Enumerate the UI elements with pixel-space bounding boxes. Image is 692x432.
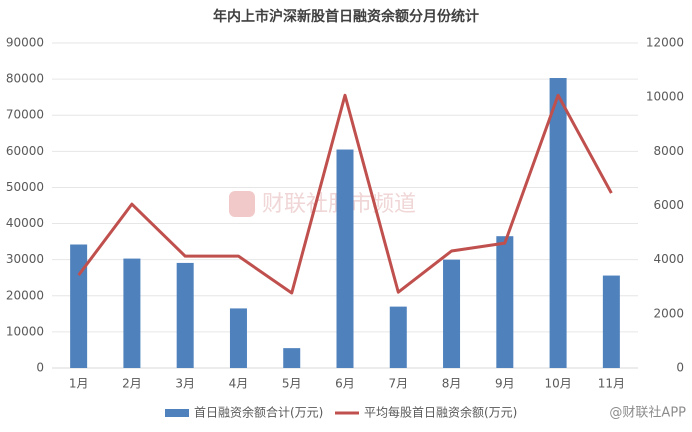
bar [70, 244, 88, 368]
y2-tick-label: 8000 [653, 144, 684, 158]
y-tick-label: 40000 [6, 216, 44, 230]
y-tick-label: 0 [36, 361, 44, 375]
y2-tick-label: 10000 [646, 90, 684, 104]
x-tick-label: 9月 [495, 377, 515, 391]
x-tick-label: 5月 [282, 377, 302, 391]
y-tick-label: 90000 [6, 36, 44, 50]
bar [283, 348, 301, 368]
legend-label: 平均每股首日融资余额(万元) [364, 405, 517, 420]
x-tick-label: 10月 [544, 377, 571, 391]
line [77, 93, 613, 295]
source: @财联社APP [609, 405, 686, 421]
y-tick-label: 50000 [6, 180, 44, 194]
y2-tick-label: 12000 [646, 36, 684, 50]
y2-tick-label: 6000 [653, 198, 684, 212]
x-tick-label: 4月 [229, 377, 249, 391]
bar [389, 306, 407, 368]
y2-tick-label: 0 [676, 361, 684, 375]
bar [443, 259, 461, 368]
x-tick-label: 11月 [598, 377, 625, 391]
x-tick-label: 7月 [388, 377, 408, 391]
bar [176, 262, 194, 368]
x-tick-label: 3月 [175, 377, 195, 391]
y2-tick-label: 4000 [653, 252, 684, 266]
bar [123, 258, 141, 368]
y2-tick-label: 2000 [653, 306, 684, 320]
legend-label: 首日融资余额合计(万元) [194, 405, 323, 420]
bar [336, 149, 354, 368]
bar [229, 308, 247, 368]
y-tick-label: 70000 [6, 108, 44, 122]
y-tick-label: 80000 [6, 72, 44, 86]
bar [496, 236, 514, 368]
x-tick-label: 1月 [69, 377, 89, 391]
chart-title: 年内上市沪深新股首日融资余额分月份统计 [213, 8, 479, 25]
bar [549, 78, 567, 369]
x-tick-label: 8月 [442, 377, 462, 391]
y-tick-label: 10000 [6, 324, 44, 338]
bar [602, 275, 620, 368]
y-tick-label: 30000 [6, 252, 44, 266]
y-tick-label: 20000 [6, 288, 44, 302]
watermark-logo [229, 191, 255, 217]
y-tick-label: 60000 [6, 144, 44, 158]
x-tick-label: 6月 [335, 377, 355, 391]
legend-swatch [165, 409, 189, 417]
x-tick-label: 2月 [122, 377, 142, 391]
